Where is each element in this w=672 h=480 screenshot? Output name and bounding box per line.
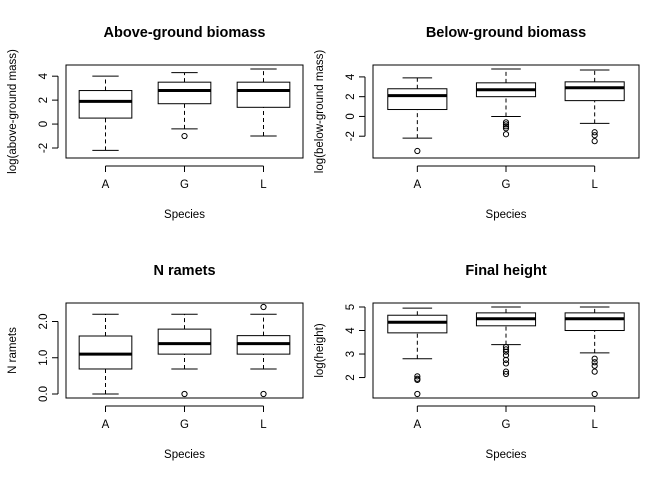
box-L <box>236 68 291 137</box>
y-axis-label: log(height) <box>314 323 326 378</box>
outlier-point <box>591 362 598 369</box>
x-axis-label: Species <box>164 209 205 221</box>
x-tick-label: G <box>180 179 189 191</box>
y-tick-label: 2.0 <box>38 314 50 330</box>
y-tick-label: 2 <box>345 374 357 380</box>
y-tick-label: 1.0 <box>38 350 50 366</box>
box-G <box>475 306 537 378</box>
panel-title: N ramets <box>153 263 215 279</box>
box-G <box>475 68 537 138</box>
outlier-point <box>502 119 510 126</box>
outlier-point <box>414 376 421 383</box>
x-axis-label: Species <box>486 209 527 221</box>
box-A <box>78 75 133 151</box>
box-A <box>387 307 448 398</box>
y-tick-label: 2 <box>38 97 50 103</box>
outlier-point <box>260 303 267 311</box>
panel-2: N ramets 0.0 1.0 2.0 A G L Species N ramets <box>7 263 304 461</box>
panel-title: Below-ground biomass <box>426 25 586 41</box>
iqr-box <box>157 328 212 355</box>
y-axis-label: log(below-ground mass) <box>314 50 326 174</box>
y-axis-label: N ramets <box>7 327 19 374</box>
x-tick-label: L <box>260 419 267 431</box>
y-tick-label: 3 <box>345 351 357 357</box>
x-tick-label: G <box>502 179 511 191</box>
outlier-point <box>181 132 188 140</box>
panel-title: Final height <box>465 263 547 279</box>
iqr-box <box>78 90 133 119</box>
iqr-box <box>387 314 448 334</box>
outlier-point <box>502 368 510 375</box>
iqr-box <box>564 81 625 102</box>
x-tick-label: G <box>180 419 189 431</box>
plot-frame <box>372 302 640 399</box>
iqr-box <box>236 81 291 108</box>
iqr-box <box>78 335 133 370</box>
outlier-point <box>414 373 421 380</box>
iqr-box <box>564 312 625 332</box>
y-tick-label: 4 <box>345 73 357 80</box>
box-G <box>157 72 212 140</box>
outlier-point <box>502 346 510 353</box>
box-L <box>564 306 625 398</box>
outlier-point <box>591 368 598 375</box>
outlier-point <box>502 360 510 367</box>
panel-3: Final height 2 3 4 5 A G L Species log(height) <box>314 263 640 461</box>
outlier-point <box>502 121 510 128</box>
box-L <box>236 303 291 398</box>
outlier-point <box>502 348 510 355</box>
outlier-point <box>181 390 188 398</box>
x-tick-label: L <box>260 179 267 191</box>
x-tick-label: A <box>413 419 421 431</box>
y-axis-label: log(above-ground mass) <box>7 49 19 174</box>
outlier-point <box>414 147 421 155</box>
box-A <box>387 77 448 155</box>
outlier-point <box>414 390 421 398</box>
box-L <box>564 69 625 145</box>
x-tick-label: A <box>102 179 110 191</box>
x-tick-label: A <box>102 419 110 431</box>
iqr-box <box>157 81 212 105</box>
outlier-point <box>502 370 510 378</box>
y-tick-label: 5 <box>345 304 357 310</box>
outlier-point <box>502 125 510 132</box>
outlier-point <box>502 123 510 130</box>
iqr-box <box>387 88 448 111</box>
x-tick-label: L <box>591 419 598 431</box>
y-tick-label: 4 <box>345 327 357 334</box>
panel-1: Below-ground biomass -2 0 2 4 A G L Species log(b… <box>314 25 640 221</box>
outlier-point <box>502 356 510 364</box>
y-tick-label: 0.0 <box>38 386 50 402</box>
plot-frame <box>65 302 304 399</box>
x-tick-label: G <box>502 419 511 431</box>
outlier-point <box>591 132 598 139</box>
outlier-point <box>591 359 598 366</box>
outlier-point <box>591 390 598 398</box>
box-A <box>78 313 133 395</box>
outlier-point <box>260 390 267 398</box>
panel-0: Above-ground biomass -2 0 2 4 A G L Species log(a… <box>7 25 304 221</box>
x-axis-label: Species <box>486 449 527 461</box>
plot-frame <box>372 64 640 159</box>
outlier-point <box>591 355 598 362</box>
x-axis-label: Species <box>164 449 205 461</box>
x-tick-label: L <box>591 179 598 191</box>
y-tick-label: 0 <box>345 113 357 119</box>
y-tick-label: 2 <box>345 93 357 99</box>
y-tick-label: -2 <box>38 143 50 153</box>
outlier-point <box>591 129 598 136</box>
panel-title: Above-ground biomass <box>104 25 266 41</box>
box-G <box>157 313 212 398</box>
y-tick-label: -2 <box>345 131 357 141</box>
y-tick-label: 4 <box>38 72 50 79</box>
outlier-point <box>502 131 510 138</box>
x-tick-label: A <box>413 179 421 191</box>
outlier-point <box>591 138 598 145</box>
plot-frame <box>65 64 304 159</box>
y-tick-label: 0 <box>38 121 50 127</box>
